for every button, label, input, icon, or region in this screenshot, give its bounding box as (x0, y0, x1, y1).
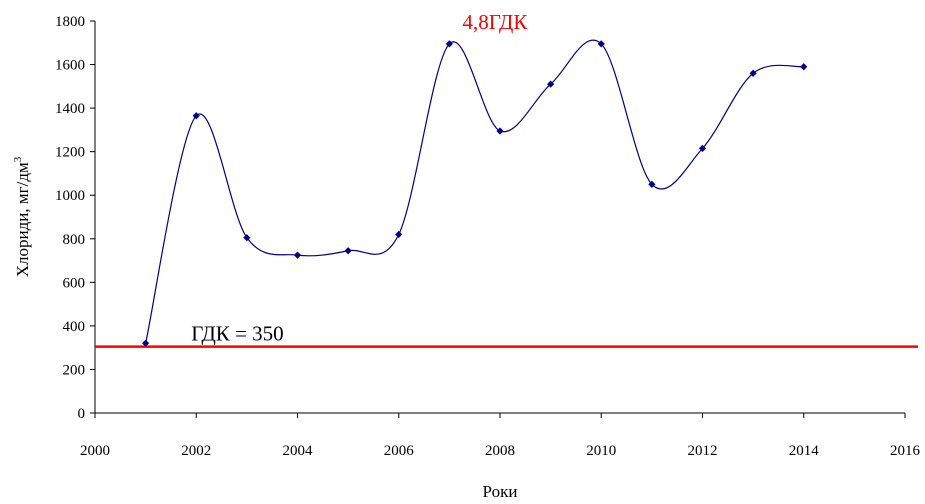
data-point-marker (142, 339, 150, 347)
x-tick-label: 2000 (80, 443, 110, 459)
data-point-marker (395, 230, 403, 239)
data-point-marker (243, 234, 251, 242)
x-tick-label: 2004 (283, 443, 314, 459)
y-tick-label: 1600 (55, 58, 85, 74)
x-tick-label: 2002 (181, 443, 211, 459)
reference-line-group: ГДК = 350 (95, 322, 918, 348)
tick-group: 0 200 400 600 800 1000 1200 1400 1600 1800 2000 200… (55, 14, 921, 459)
y-axis-title-text: Хлориди, мг/дм (13, 162, 32, 277)
y-tick-label: 0 (78, 406, 86, 422)
x-tick-label: 2016 (890, 443, 921, 459)
data-point-marker (344, 247, 352, 255)
reference-line-label: ГДК = 350 (191, 322, 283, 346)
y-tick-label: 600 (63, 275, 86, 291)
y-tick-label: 1200 (55, 145, 85, 161)
series-group (142, 39, 808, 347)
y-tick-label: 800 (63, 232, 86, 248)
x-tick-label: 2014 (789, 443, 820, 459)
peak-annotation: 4,8ГДК (462, 10, 528, 34)
data-point-marker (192, 112, 200, 120)
x-tick-label: 2012 (688, 443, 718, 459)
data-point-marker (648, 180, 656, 188)
x-tick-label: 2010 (586, 443, 616, 459)
y-tick-label: 1000 (55, 188, 85, 204)
data-point-marker (496, 127, 504, 135)
y-tick-label: 200 (63, 362, 86, 378)
y-axis-title: Хлориди, мг/дм3 (12, 156, 32, 277)
axes (94, 21, 905, 414)
data-point-marker (445, 40, 453, 48)
label-group: 4,8ГДК Роки Хлориди, мг/дм3 (12, 10, 528, 501)
x-axis-title: Роки (483, 482, 518, 501)
series-line (145, 39, 804, 344)
y-tick-label: 400 (63, 319, 86, 335)
data-point-marker (597, 40, 605, 48)
y-tick-label: 1800 (55, 14, 85, 30)
data-point-marker (698, 144, 707, 152)
y-tick-label: 1400 (55, 101, 85, 117)
data-point-marker (800, 63, 808, 71)
data-point-marker (749, 69, 757, 77)
data-point-marker (293, 251, 302, 259)
x-tick-label: 2008 (485, 443, 515, 459)
y-axis-title-superscript: 3 (12, 156, 24, 162)
data-point-marker (547, 80, 555, 88)
x-tick-label: 2006 (384, 443, 415, 459)
